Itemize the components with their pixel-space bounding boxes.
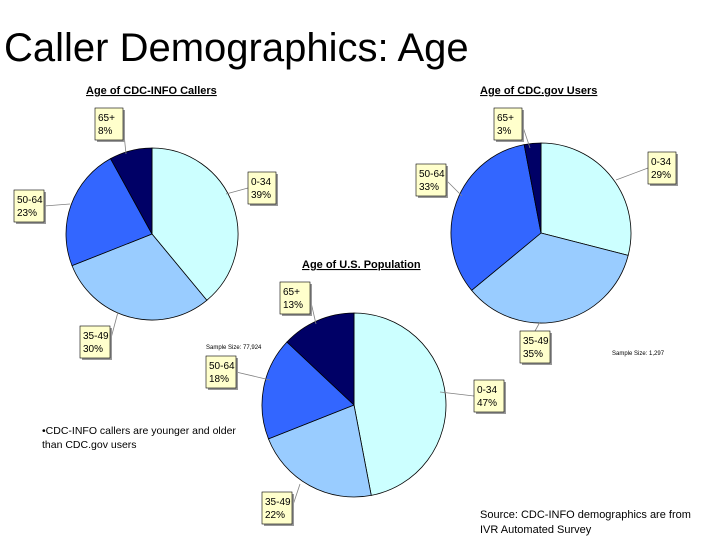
slice-value-label: 3% <box>497 126 512 137</box>
pie-slice-65-plus <box>523 142 542 234</box>
callout-leader-line <box>445 179 463 197</box>
slide-title: Caller Demographics: Age <box>4 26 469 70</box>
slice-value-label: 47% <box>477 398 497 409</box>
callout-leader-line <box>439 391 475 397</box>
callout-box <box>94 107 124 141</box>
callout-box <box>647 151 677 185</box>
slice-value-label: 18% <box>209 374 229 385</box>
callout-box <box>13 189 45 223</box>
slice-label: 0-34 <box>251 177 271 188</box>
callout-leader-line <box>43 203 71 207</box>
source-note: Source: CDC-INFO demographics are from I… <box>480 508 716 538</box>
slice-value-label: 13% <box>283 300 303 311</box>
source-line: Source: CDC-INFO demographics are from <box>480 509 691 521</box>
slice-value-label: 23% <box>17 208 37 219</box>
callout-box <box>519 330 551 364</box>
pie-slice-50-64 <box>65 158 153 267</box>
pie-callouts: 0-34 39% 35-49 30% 50-64 23% 65+ 8% <box>13 107 278 360</box>
chart-title: Age of CDC.gov Users <box>480 85 597 97</box>
pie-slice-65-plus <box>110 147 153 235</box>
pie-slice-65-plus <box>286 312 355 406</box>
slice-value-label: 22% <box>265 510 285 521</box>
sample-size: Sample Size: 77,924 <box>206 345 262 351</box>
callout-box <box>473 379 505 413</box>
slice-label: 65+ <box>283 287 300 298</box>
slice-label: 35-49 <box>83 331 109 342</box>
slice-label: 65+ <box>497 113 514 124</box>
chart-cdc-gov-users: Age of CDC.gov Users 0-34 29% 35-49 35% 50-6… <box>415 85 678 365</box>
slice-label: 50-64 <box>209 361 235 372</box>
slice-value-label: 35% <box>523 349 543 360</box>
chart-title: Age of U.S. Population <box>302 259 421 271</box>
slice-label: 50-64 <box>17 195 43 206</box>
slice-label: 50-64 <box>419 169 445 180</box>
callout-box <box>79 325 111 359</box>
callout-box <box>493 107 523 141</box>
slice-label: 35-49 <box>265 497 291 508</box>
slice-label: 0-34 <box>651 157 671 168</box>
chart-title: Age of CDC-INFO Callers <box>86 85 217 97</box>
slice-value-label: 29% <box>651 170 671 181</box>
callout-box <box>415 163 447 197</box>
pie-slice-0-34 <box>540 142 632 256</box>
chart-cdc-info-callers: Age of CDC-INFO Callers 0-34 39% 35-49 30% 5… <box>13 85 278 360</box>
bullet-note: •CDC-INFO callers are younger and older … <box>42 425 236 451</box>
pie-slice-0-34 <box>353 312 447 496</box>
sample-size: Sample Size: 1,297 <box>612 351 665 357</box>
pie-slice-0-34 <box>151 147 239 301</box>
pie-slice-50-64 <box>450 144 542 291</box>
callout-box <box>261 491 293 525</box>
pie-slices <box>261 312 447 498</box>
pie-callouts: 0-34 47% 35-49 22% 50-64 18% 65+ 13% <box>205 281 506 526</box>
slice-value-label: 30% <box>83 344 103 355</box>
slice-label: 0-34 <box>477 385 497 396</box>
pie-slices <box>65 147 239 321</box>
pie-slice-35-49 <box>471 232 629 324</box>
slice-label: 65+ <box>98 113 115 124</box>
slice-value-label: 33% <box>419 182 439 193</box>
chart-us-population: Age of U.S. Population 0-34 47% 35-49 22% 50… <box>205 259 506 526</box>
pie-slices <box>450 142 632 324</box>
pie-callouts: 0-34 29% 35-49 35% 50-64 33% 65+ 3% <box>415 107 678 365</box>
source-line: IVR Automated Survey <box>480 524 592 536</box>
callout-leader-line <box>235 371 271 381</box>
callout-leader-line <box>534 321 541 332</box>
callout-box <box>279 281 311 315</box>
pie-slice-35-49 <box>267 404 372 498</box>
slice-value-label: 8% <box>98 126 113 137</box>
callout-box <box>247 171 277 205</box>
pie-slice-35-49 <box>71 233 208 321</box>
slice-value-label: 39% <box>251 190 271 201</box>
pie-slice-50-64 <box>261 341 355 440</box>
slice-label: 35-49 <box>523 336 549 347</box>
callout-leader-line <box>225 187 249 195</box>
callout-box <box>205 355 237 389</box>
callout-leader-line <box>615 167 649 181</box>
